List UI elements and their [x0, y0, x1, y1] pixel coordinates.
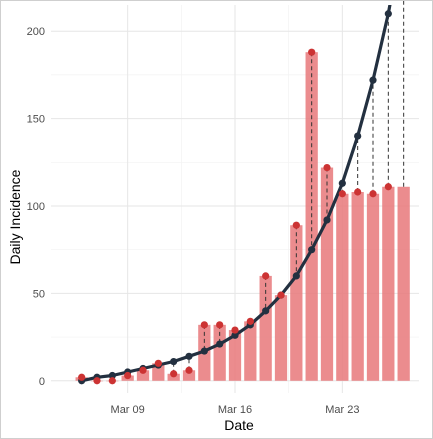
y-axis-title: Daily Incidence — [7, 169, 23, 264]
y-tick-label: 200 — [27, 26, 45, 38]
fitted-point — [201, 347, 208, 354]
observed-point — [385, 183, 392, 190]
observed-point — [369, 190, 376, 197]
x-tick-label: Mar 16 — [218, 404, 252, 416]
fitted-point — [293, 272, 300, 279]
y-tick-labels: 0 50 100 150 200 — [27, 26, 45, 388]
fitted-point — [216, 340, 223, 347]
x-tick-label: Mar 09 — [111, 404, 145, 416]
fitted-point — [185, 353, 192, 360]
observed-point — [155, 360, 162, 367]
observed-point — [201, 321, 208, 328]
x-tick-labels: Mar 09 Mar 16 Mar 23 — [111, 404, 360, 416]
observed-point — [262, 272, 269, 279]
observed-point — [78, 374, 85, 381]
x-axis-title: Date — [224, 417, 254, 433]
incidence-bar — [352, 192, 364, 381]
fitted-point — [385, 10, 392, 17]
x-tick-label: Mar 23 — [325, 404, 359, 416]
observed-point — [139, 367, 146, 374]
incidence-bar — [367, 194, 379, 381]
incidence-bar — [336, 194, 348, 381]
y-tick-label: 150 — [27, 114, 45, 126]
observed-point — [231, 326, 238, 333]
fitted-point — [369, 77, 376, 84]
fitted-point — [308, 246, 315, 253]
y-tick-label: 50 — [33, 288, 45, 300]
observed-point — [93, 377, 100, 384]
y-tick-label: 100 — [27, 201, 45, 213]
fitted-point — [170, 358, 177, 365]
observed-point — [247, 318, 254, 325]
incidence-bar — [398, 187, 410, 381]
observed-point — [308, 49, 315, 56]
y-tick-label: 0 — [39, 376, 45, 388]
fitted-point — [323, 216, 330, 223]
observed-point — [216, 321, 223, 328]
fitted-point — [339, 180, 346, 187]
observed-point — [185, 367, 192, 374]
observed-point — [323, 164, 330, 171]
incidence-bar — [275, 295, 287, 381]
observed-point — [293, 222, 300, 229]
observed-point — [109, 377, 116, 384]
observed-point — [124, 372, 131, 379]
fitted-point — [262, 307, 269, 314]
observed-point — [354, 188, 361, 195]
incidence-bar — [244, 321, 256, 380]
observed-point — [277, 292, 284, 299]
observed-point — [170, 370, 177, 377]
incidence-bar — [382, 187, 394, 381]
observed-point — [339, 190, 346, 197]
fitted-point — [354, 132, 361, 139]
